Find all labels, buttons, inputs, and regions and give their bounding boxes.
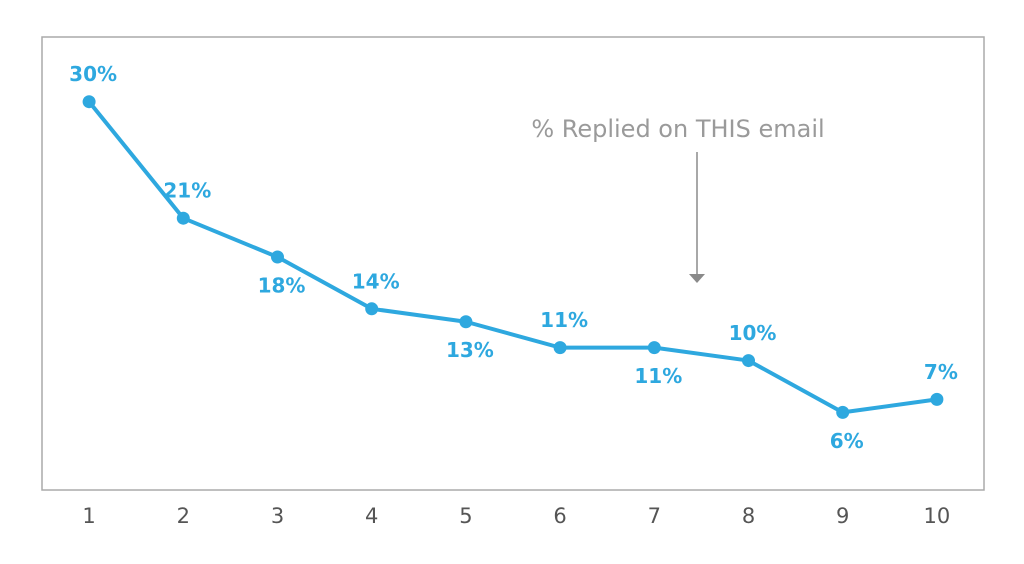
value-label: 6%: [830, 429, 864, 453]
x-tick-label: 6: [553, 504, 566, 528]
x-tick-label: 1: [82, 504, 95, 528]
point: [176, 211, 190, 225]
point: [82, 95, 96, 109]
value-label: 30%: [69, 62, 117, 86]
point: [647, 341, 661, 355]
annotation-arrowhead: [689, 274, 705, 283]
value-label: 11%: [540, 308, 588, 332]
value-label: 18%: [258, 274, 306, 298]
value-label: 13%: [446, 338, 494, 362]
line: [87, 100, 938, 415]
x-tick-label: 5: [459, 504, 472, 528]
annotation: % Replied on THIS email: [531, 115, 824, 143]
point: [459, 315, 473, 329]
point: [930, 392, 944, 406]
x-tick-label: 8: [742, 504, 755, 528]
value-label: 10%: [729, 321, 777, 345]
value-label: 7%: [924, 360, 958, 384]
plot-frame: [41, 36, 985, 491]
x-tick-label: 10: [924, 504, 951, 528]
value-label: 11%: [634, 364, 682, 388]
x-tick-label: 9: [836, 504, 849, 528]
point: [742, 354, 755, 368]
point: [271, 250, 284, 264]
point: [553, 341, 567, 355]
value-label: 14%: [352, 269, 400, 293]
point: [365, 302, 379, 316]
x-tick-label: 4: [365, 504, 378, 528]
point: [836, 405, 850, 419]
x-tick-label: 7: [648, 504, 661, 528]
x-tick-label: 3: [271, 504, 284, 528]
value-label: 21%: [163, 179, 211, 203]
x-tick-label: 2: [177, 504, 190, 528]
